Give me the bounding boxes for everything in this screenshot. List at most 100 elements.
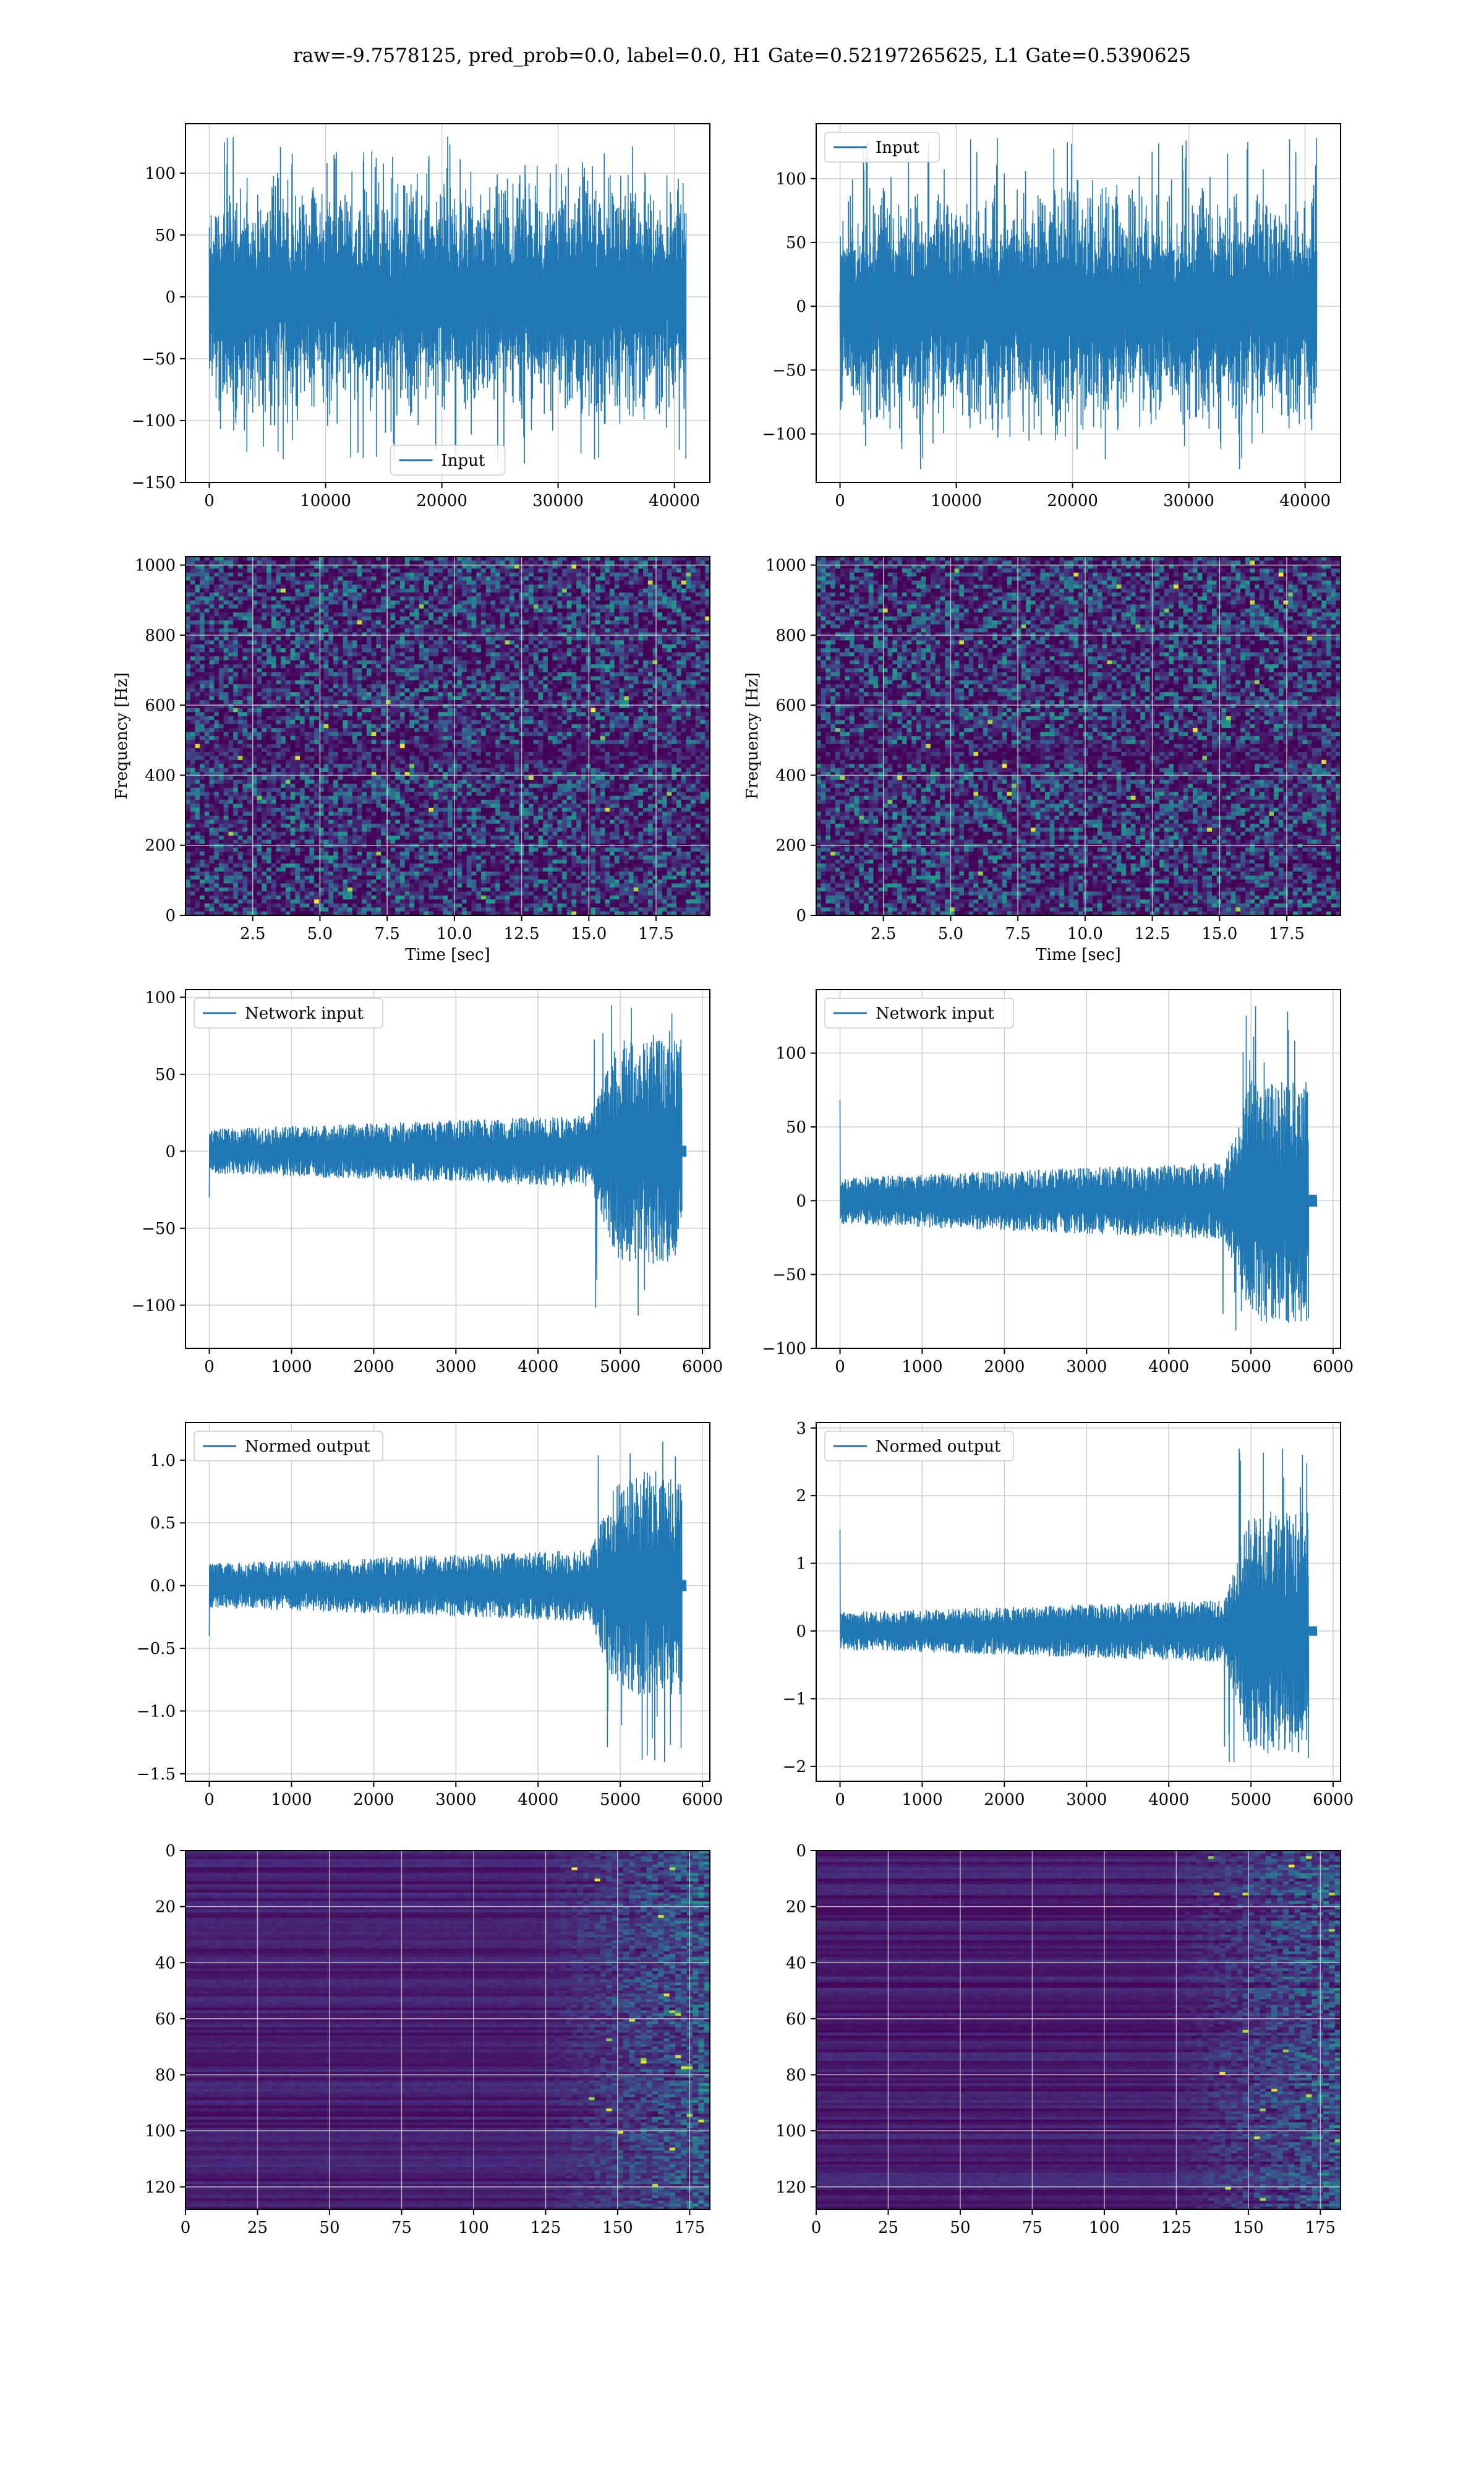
spec-h1-cell xyxy=(362,584,367,589)
spec-h1-cell xyxy=(391,617,396,621)
spec-h1-cell xyxy=(605,568,610,573)
spec-h1-cell xyxy=(543,640,548,644)
spec-h1-cell xyxy=(291,644,296,649)
spec-h1-cell xyxy=(571,620,576,625)
spec-h1-cell xyxy=(409,589,414,593)
spec-h1-cell xyxy=(553,596,558,601)
spec-h1-cell xyxy=(567,656,572,661)
spec-h1-cell xyxy=(539,576,544,581)
spec-h1-cell xyxy=(672,653,676,657)
spec-h1-cell xyxy=(443,617,448,621)
spec-h1-cell xyxy=(324,596,329,601)
spec-h1-cell xyxy=(362,661,367,665)
spec-h1-cell xyxy=(372,609,377,613)
spec-h1-cell xyxy=(648,640,653,644)
spec-h1-cell xyxy=(557,625,562,629)
spec-h1-cell xyxy=(648,612,653,617)
spec-h1-cell xyxy=(457,664,462,669)
spec-h1-cell xyxy=(629,612,634,617)
spec-h1-cell xyxy=(424,625,429,629)
spec-h1-cell xyxy=(534,573,539,577)
spec-h1-cell xyxy=(462,596,467,601)
spec-h1-cell xyxy=(620,625,625,629)
spec-h1-cell xyxy=(701,576,706,581)
spec-h1-cell xyxy=(476,609,481,613)
spec-h1-cell xyxy=(372,636,377,641)
spec-h1-cell xyxy=(534,620,539,625)
spec-h1-cell xyxy=(400,632,405,636)
spec-h1-cell xyxy=(610,589,615,593)
spec-h1-cell xyxy=(696,601,701,605)
spec-h1-cell xyxy=(395,648,400,653)
spec-h1-cell xyxy=(457,668,462,672)
spec-h1-cell xyxy=(190,628,195,633)
spec-h1-cell xyxy=(481,609,486,613)
spec-h1-cell xyxy=(281,668,286,672)
spec-h1-cell xyxy=(657,632,662,636)
spec-h1-cell xyxy=(295,612,300,617)
spec-h1-cell xyxy=(615,620,620,625)
spec-h1-cell xyxy=(338,593,343,597)
spec-h1-cell xyxy=(348,576,352,581)
spec-h1-cell xyxy=(486,576,491,581)
spec-h1-cell xyxy=(357,581,362,585)
spec-h1-cell xyxy=(186,573,190,577)
spec-h1-cell xyxy=(571,612,576,617)
spec-h1-cell xyxy=(381,601,386,605)
spec-h1-cell xyxy=(453,648,458,653)
spec-h1-cell xyxy=(672,612,676,617)
spec-h1-cell xyxy=(681,573,686,577)
spec-h1-cell xyxy=(591,609,595,613)
spec-h1-cell xyxy=(291,557,296,561)
spec-h1-cell xyxy=(257,581,262,585)
spec-h1-cell xyxy=(424,628,429,633)
spec-h1-cell xyxy=(453,625,458,629)
spec-h1-cell xyxy=(600,668,605,672)
spec-h1-cell xyxy=(400,573,405,577)
spec-h1-cell xyxy=(701,601,706,605)
spec-h1-cell xyxy=(595,593,600,597)
spec-h1-cell xyxy=(357,593,362,597)
spec-h1-cell xyxy=(524,568,529,573)
spec-h1-cell xyxy=(372,560,377,565)
spec-h1-cell xyxy=(195,656,200,661)
spec-h1-cell xyxy=(367,628,372,633)
spec-h1-cell xyxy=(672,560,676,565)
spec-h1-cell xyxy=(534,617,539,621)
spec-h1-cell xyxy=(467,625,472,629)
spec-h1-cell xyxy=(271,668,276,672)
spec-h1-cell xyxy=(362,596,367,601)
input-h1-xtick-label: 0 xyxy=(204,492,215,510)
spec-h1-cell xyxy=(262,648,267,653)
spec-h1-cell xyxy=(638,573,643,577)
spec-h1-cell xyxy=(696,640,701,644)
spec-h1-cell xyxy=(595,632,600,636)
spec-h1-cell xyxy=(490,648,495,653)
spec-h1-cell xyxy=(667,668,672,672)
spec-h1-cell xyxy=(309,604,314,609)
spec-h1-cell xyxy=(500,568,505,573)
spec-h1-cell xyxy=(205,593,210,597)
spec-h1-cell xyxy=(372,593,377,597)
spec-h1-cell xyxy=(567,557,572,561)
spec-h1-cell xyxy=(362,668,367,672)
spec-h1-cell xyxy=(486,612,491,617)
spec-h1-cell xyxy=(595,601,600,605)
spec-h1-cell xyxy=(453,581,458,585)
spec-h1-cell xyxy=(367,620,372,625)
spec-h1-cell xyxy=(424,661,429,665)
spec-h1-cell xyxy=(462,656,467,661)
input-l1-xtick-label: 40000 xyxy=(1279,492,1331,510)
spec-h1-cell xyxy=(448,644,453,649)
spec-h1-cell xyxy=(438,632,443,636)
spec-h1-cell xyxy=(376,573,381,577)
spec-h1-cell xyxy=(500,584,505,589)
spec-h1-cell xyxy=(291,664,296,669)
spec-h1-cell xyxy=(543,648,548,653)
spec-h1-cell xyxy=(448,557,453,561)
spec-h1-cell xyxy=(309,661,314,665)
spec-h1-cell xyxy=(400,589,405,593)
spec-h1-cell xyxy=(195,653,200,657)
spec-h1-cell xyxy=(286,604,291,609)
spec-h1-cell xyxy=(548,593,553,597)
